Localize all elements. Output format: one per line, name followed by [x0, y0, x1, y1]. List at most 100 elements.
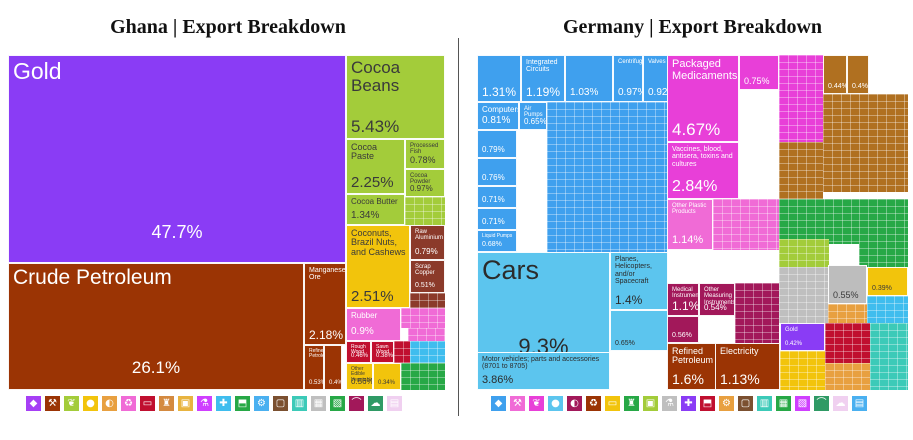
ghana-category-icon[interactable]: ▤	[386, 395, 403, 412]
ghana-category-icon[interactable]: ▧	[329, 395, 346, 412]
germany-minor-tile-group	[779, 199, 824, 239]
tile-value: 0.51%	[415, 282, 435, 289]
germany-minor-tile-group	[735, 283, 779, 343]
tile-label: Scrap Copper	[415, 264, 435, 277]
germany-category-icon[interactable]: ⚙	[718, 395, 735, 412]
germany-category-icon[interactable]: ▢	[737, 395, 754, 412]
tile-value: 0.75%	[744, 76, 770, 86]
tile-value: 0.34%	[378, 380, 396, 386]
germany-category-icon[interactable]: ▤	[851, 395, 868, 412]
tile-value: 1.34%	[351, 210, 380, 221]
ghana-category-icon[interactable]: ▣	[177, 395, 194, 412]
tile-label: Planes, Helicopters, and/or Spacecraft	[615, 256, 652, 286]
ghana-category-icon[interactable]: ☁	[367, 395, 384, 412]
tile-value: 0.53%	[309, 380, 323, 386]
tile-value: 0.38%	[376, 353, 394, 359]
tile-value: 4.67%	[672, 120, 721, 139]
ghana-category-icon[interactable]: ▭	[139, 395, 156, 412]
germany-category-icon[interactable]: ▧	[794, 395, 811, 412]
germany-treemap-tile: Packaged Medicaments 4.67%	[667, 55, 739, 142]
ghana-category-icon[interactable]: ⌒	[348, 395, 365, 412]
tile-label: Refined Petroleum	[672, 346, 714, 366]
tile-value: 0.76%	[482, 173, 505, 182]
tile-value: 0.9%	[351, 326, 374, 337]
ghana-category-icon[interactable]: ♜	[158, 395, 175, 412]
tile-label: Gold	[785, 327, 798, 333]
germany-minor-tile-group	[825, 323, 870, 363]
germany-category-icon[interactable]: ▥	[756, 395, 773, 412]
germany-category-icon[interactable]: ✚	[680, 395, 697, 412]
tile-value: 0.46%	[351, 353, 369, 359]
ghana-category-icon[interactable]: ▢	[272, 395, 289, 412]
ghana-treemap-tile: Rubber 0.9%	[346, 308, 401, 341]
germany-category-icon[interactable]: ⌒	[813, 395, 830, 412]
germany-category-icon[interactable]: ♜	[623, 395, 640, 412]
germany-minor-tile-group	[780, 351, 825, 390]
ghana-category-icon[interactable]: ⚗	[196, 395, 213, 412]
tile-value: 0.44%	[828, 83, 847, 90]
ghana-minor-tile-group	[408, 328, 445, 341]
germany-treemap-tile: 1.31%	[477, 55, 521, 102]
tile-value: 0.97%	[618, 87, 642, 98]
germany-minor-tile-group	[779, 267, 828, 323]
germany-category-icon[interactable]: ▦	[775, 395, 792, 412]
germany-treemap-tile: Motor vehicles; parts and accessories (8…	[477, 352, 610, 390]
germany-category-icon[interactable]: ◐	[566, 395, 583, 412]
tile-value: 0.68%	[482, 241, 502, 248]
tile-value: 1.31%	[482, 85, 517, 99]
ghana-minor-tile-group	[401, 363, 445, 390]
germany-category-icon[interactable]: ▭	[604, 395, 621, 412]
tile-label: Coconuts, Brazil Nuts, and Cashews	[351, 228, 406, 257]
tile-value: 0.65%	[524, 117, 547, 126]
panel-divider	[458, 38, 459, 416]
ghana-category-icon[interactable]: ⬒	[234, 395, 251, 412]
germany-category-icons: ◆ ⚒ ❦ ● ◐ ♻ ▭ ♜ ▣ ⚗ ✚ ⬒ ⚙ ▢ ▥ ▦ ▧ ⌒ ☁ ▤	[490, 395, 868, 414]
ghana-minor-tile-group	[394, 341, 410, 363]
ghana-treemap-tile: 0.4%	[324, 345, 342, 390]
germany-category-icon[interactable]: ♻	[585, 395, 602, 412]
germany-treemap-tile: Planes, Helicopters, and/or Spacecraft 1.…	[610, 252, 668, 310]
tile-value: 0.79%	[415, 247, 438, 256]
germany-category-icon[interactable]: ▣	[642, 395, 659, 412]
ghana-category-icon[interactable]: ●	[82, 395, 99, 412]
tile-value: 0.56%	[672, 332, 692, 339]
germany-minor-tile-group	[823, 94, 908, 192]
germany-treemap-tile: 0.75%	[739, 55, 779, 90]
ghana-category-icon[interactable]: ▥	[291, 395, 308, 412]
tile-label: Centrifuges	[618, 59, 643, 65]
ghana-category-icon[interactable]: ⚒	[44, 395, 61, 412]
germany-category-icon[interactable]: ❦	[528, 395, 545, 412]
ghana-category-icons: ◆ ⚒ ❦ ● ◐ ♻ ▭ ♜ ▣ ⚗ ✚ ⬒ ⚙ ▢ ▥ ▦ ▧ ⌒ ☁ ▤	[25, 395, 403, 414]
ghana-category-icon[interactable]: ♻	[120, 395, 137, 412]
germany-category-icon[interactable]: ☁	[832, 395, 849, 412]
ghana-category-icon[interactable]: ◐	[101, 395, 118, 412]
germany-category-icon[interactable]: ⬒	[699, 395, 716, 412]
germany-chart-title: Germany | Export Breakdown	[562, 16, 823, 38]
tile-label: Other Edible Vegetables	[351, 366, 373, 383]
ghana-category-icon[interactable]: ▦	[310, 395, 327, 412]
tile-value: 0.4%	[329, 380, 342, 386]
germany-category-icon[interactable]: ⚗	[661, 395, 678, 412]
tile-value: 1.13%	[720, 371, 760, 387]
ghana-category-icon[interactable]: ✚	[215, 395, 232, 412]
germany-category-icon[interactable]: ⚒	[509, 395, 526, 412]
tile-value: 26.1%	[131, 358, 181, 377]
ghana-minor-tile-group	[401, 308, 445, 328]
ghana-treemap-tile: Processed Fish 0.78%	[405, 139, 445, 169]
tile-value: 0.4%	[852, 83, 868, 90]
germany-treemap-tile: Air Pumps 0.65%	[519, 102, 547, 130]
germany-treemap-tile: 0.71%	[477, 208, 517, 230]
germany-minor-tile-group	[824, 199, 859, 244]
germany-category-icon[interactable]: ●	[547, 395, 564, 412]
germany-treemap-tile: Vaccines, blood, antisera, toxins and cu…	[667, 142, 739, 199]
ghana-minor-tile-group	[410, 341, 445, 363]
germany-treemap-tile: Medical Instruments1.1%	[667, 283, 699, 316]
tile-value: 2.51%	[351, 288, 394, 305]
germany-category-icon[interactable]: ◆	[490, 395, 507, 412]
ghana-category-icon[interactable]: ◆	[25, 395, 42, 412]
tile-label: Raw Aluminium	[415, 229, 444, 242]
tile-label: Cars	[482, 255, 540, 285]
ghana-category-icon[interactable]: ⚙	[253, 395, 270, 412]
tile-label: Other Measuring Instruments	[704, 287, 735, 306]
ghana-category-icon[interactable]: ❦	[63, 395, 80, 412]
